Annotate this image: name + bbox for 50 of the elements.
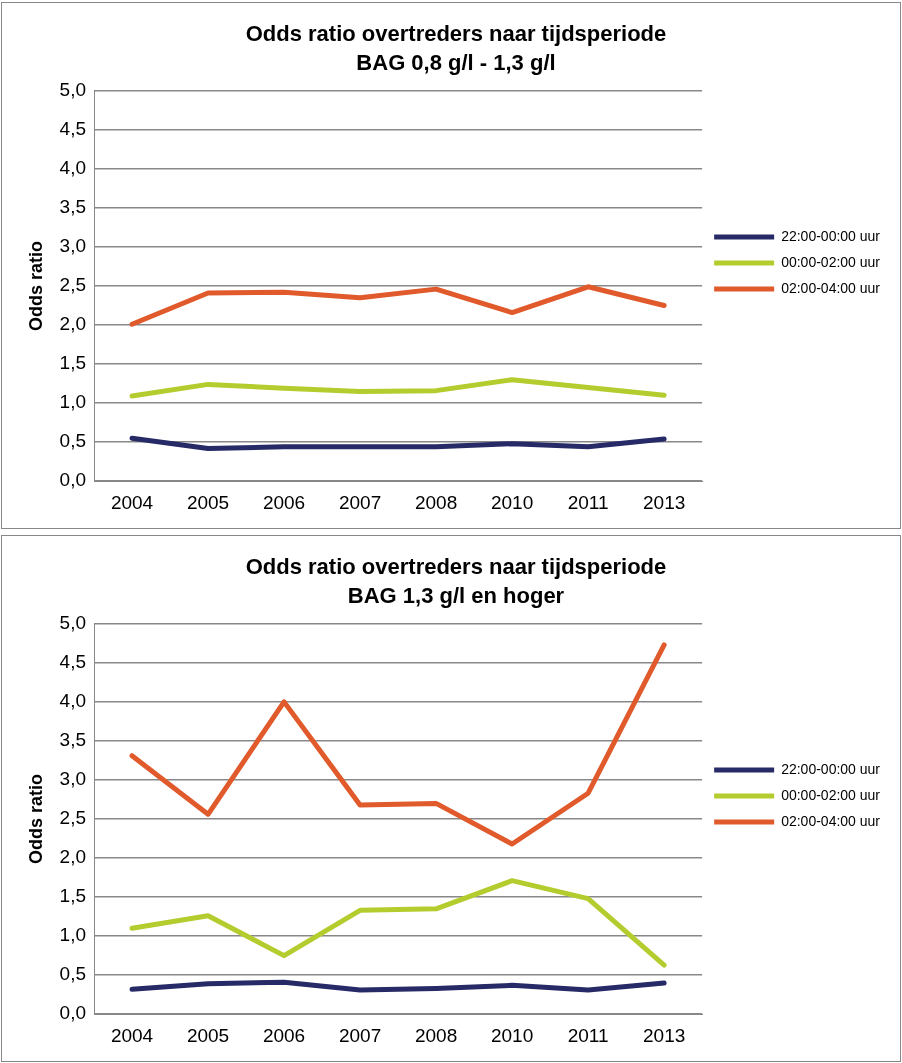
x-tick-label: 2011 [567, 491, 609, 513]
x-tick-label: 2006 [262, 491, 306, 513]
chart-title: Odds ratio overtreders naar tijdsperiode [245, 21, 667, 47]
y-tick-label: 1,0 [59, 924, 87, 946]
y-tick-label: 2,0 [59, 846, 87, 868]
y-tick-label: 1,5 [59, 885, 87, 907]
x-tick-label: 2007 [338, 1024, 382, 1046]
legend-label: 22:00-00:00 uur [781, 227, 881, 244]
x-tick-label: 2007 [338, 491, 382, 513]
legend-label: 02:00-04:00 uur [781, 279, 881, 296]
y-tick-label: 2,0 [59, 313, 87, 335]
y-tick-label: 4,0 [59, 157, 87, 179]
y-tick-label: 0,0 [59, 1002, 87, 1024]
y-tick-label: 0,0 [59, 469, 87, 491]
x-tick-label: 2005 [186, 1024, 230, 1046]
chart-subtitle: BAG 0,8 g/l - 1,3 g/l [356, 49, 556, 75]
y-tick-label: 2,5 [59, 807, 87, 829]
y-tick-label: 1,0 [59, 391, 87, 413]
x-tick-label: 2010 [490, 1024, 534, 1046]
y-axis-title: Odds ratio [25, 240, 46, 332]
y-tick-label: 2,5 [59, 274, 87, 296]
y-tick-label: 0,5 [59, 430, 87, 452]
y-tick-label: 3,5 [59, 196, 87, 218]
y-tick-label: 4,0 [59, 690, 87, 712]
x-tick-label: 2004 [110, 1024, 154, 1046]
x-tick-label: 2006 [262, 1024, 306, 1046]
y-tick-label: 5,0 [59, 612, 87, 634]
x-tick-label: 2004 [110, 491, 154, 513]
legend-label: 00:00-02:00 uur [781, 253, 881, 270]
y-tick-label: 4,5 [59, 118, 87, 140]
legend-label: 02:00-04:00 uur [781, 812, 881, 829]
y-tick-label: 3,0 [59, 768, 87, 790]
y-tick-label: 3,0 [59, 235, 87, 257]
x-tick-label: 2005 [186, 491, 230, 513]
y-axis-title: Odds ratio [25, 773, 46, 865]
x-tick-label: 2010 [490, 491, 534, 513]
x-tick-label: 2008 [414, 1024, 458, 1046]
x-tick-label: 2008 [414, 491, 458, 513]
x-tick-label: 2013 [643, 491, 686, 513]
chart-title: Odds ratio overtreders naar tijdsperiode [245, 554, 667, 580]
y-tick-label: 0,5 [59, 963, 87, 985]
y-tick-label: 5,0 [59, 79, 87, 101]
legend-label: 22:00-00:00 uur [781, 760, 881, 777]
y-tick-label: 4,5 [59, 651, 87, 673]
x-tick-label: 2013 [643, 1024, 686, 1046]
x-tick-label: 2011 [567, 1024, 609, 1046]
chart-subtitle: BAG 1,3 g/l en hoger [347, 582, 565, 608]
y-tick-label: 1,5 [59, 352, 87, 374]
legend-label: 00:00-02:00 uur [781, 786, 881, 803]
y-tick-label: 3,5 [59, 729, 87, 751]
